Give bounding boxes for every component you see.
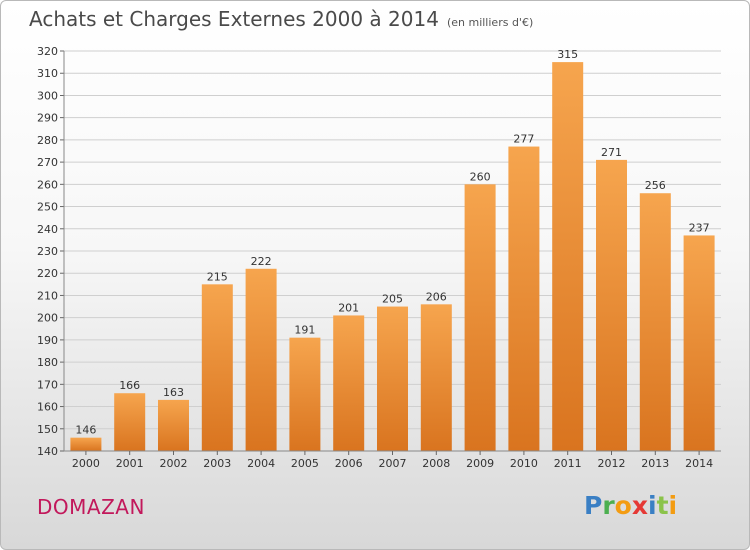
x-tick-label: 2005 [291,457,319,470]
axes: 140 150 160 170 180 190 200 210 220 230 240 250 260 2… [37,45,721,470]
data-label: 260 [470,170,491,183]
x-tick-label: 2010 [510,457,538,470]
y-tick-label: 160 [37,401,58,414]
y-tick-label: 260 [37,178,58,191]
bar [596,159,627,451]
x-tick-label: 2013 [641,457,669,470]
y-tick-label: 180 [37,356,58,369]
y-tick-label: 190 [37,334,58,347]
data-label: 205 [382,293,403,306]
data-label: 315 [557,48,578,61]
y-tick-label: 200 [37,312,58,325]
x-tick-label: 2000 [72,457,100,470]
data-label: 201 [338,301,359,314]
bar [552,62,584,451]
bar [114,393,146,451]
y-tick-label: 240 [37,223,58,236]
bars: 146 166 163 215 222 191 201 205 206 260 277 315 271 2… [70,48,715,452]
x-tick-label: 2003 [203,457,231,470]
x-tick-label: 2001 [116,457,144,470]
y-tick-label: 310 [37,67,58,80]
place-name: DOMAZAN [37,495,145,519]
data-label: 206 [426,290,447,303]
chart-subtitle: (en milliers d'€) [446,16,534,29]
y-tick-label: 270 [37,156,58,169]
data-label: 256 [645,179,666,192]
chart-title: Achats et Charges Externes 2000 à 2014 (e… [29,7,533,31]
x-tick-label: 2014 [685,457,713,470]
data-label: 222 [251,255,272,268]
y-tick-label: 290 [37,112,58,125]
data-label: 271 [601,146,622,159]
bar [70,437,102,451]
x-tick-label: 2004 [247,457,275,470]
y-tick-label: 320 [37,45,58,58]
data-label: 166 [119,379,140,392]
bar [683,235,715,451]
y-tick-label: 150 [37,423,58,436]
x-tick-label: 2009 [466,457,494,470]
data-label: 163 [163,386,184,399]
title-text: Achats et Charges Externes 2000 à 2014 [29,7,439,31]
y-tick-label: 170 [37,378,58,391]
y-tick-label: 280 [37,134,58,147]
bar [158,399,189,451]
bar [333,315,365,451]
bar [639,193,671,451]
x-tick-label: 2002 [160,457,188,470]
bar [289,337,321,451]
data-label: 146 [75,424,96,437]
y-tick-label: 300 [37,89,58,102]
data-label: 277 [513,133,534,146]
y-tick-label: 210 [37,289,58,302]
proxiti-logo: Proxiti [584,491,678,520]
bar [464,184,496,452]
x-tick-label: 2011 [554,457,582,470]
x-tick-label: 2012 [598,457,626,470]
x-tick-label: 2006 [335,457,363,470]
bar [245,268,277,451]
y-tick-label: 140 [37,445,58,458]
bar [508,146,540,452]
x-tick-label: 2008 [422,457,450,470]
y-tick-label: 250 [37,201,58,214]
x-tick-label: 2007 [379,457,407,470]
bar [420,304,452,451]
bar [201,284,233,451]
data-label: 191 [294,324,315,337]
bar [377,306,408,451]
y-tick-label: 220 [37,267,58,280]
data-label: 237 [689,221,710,234]
data-label: 215 [207,270,228,283]
y-tick-label: 230 [37,245,58,258]
